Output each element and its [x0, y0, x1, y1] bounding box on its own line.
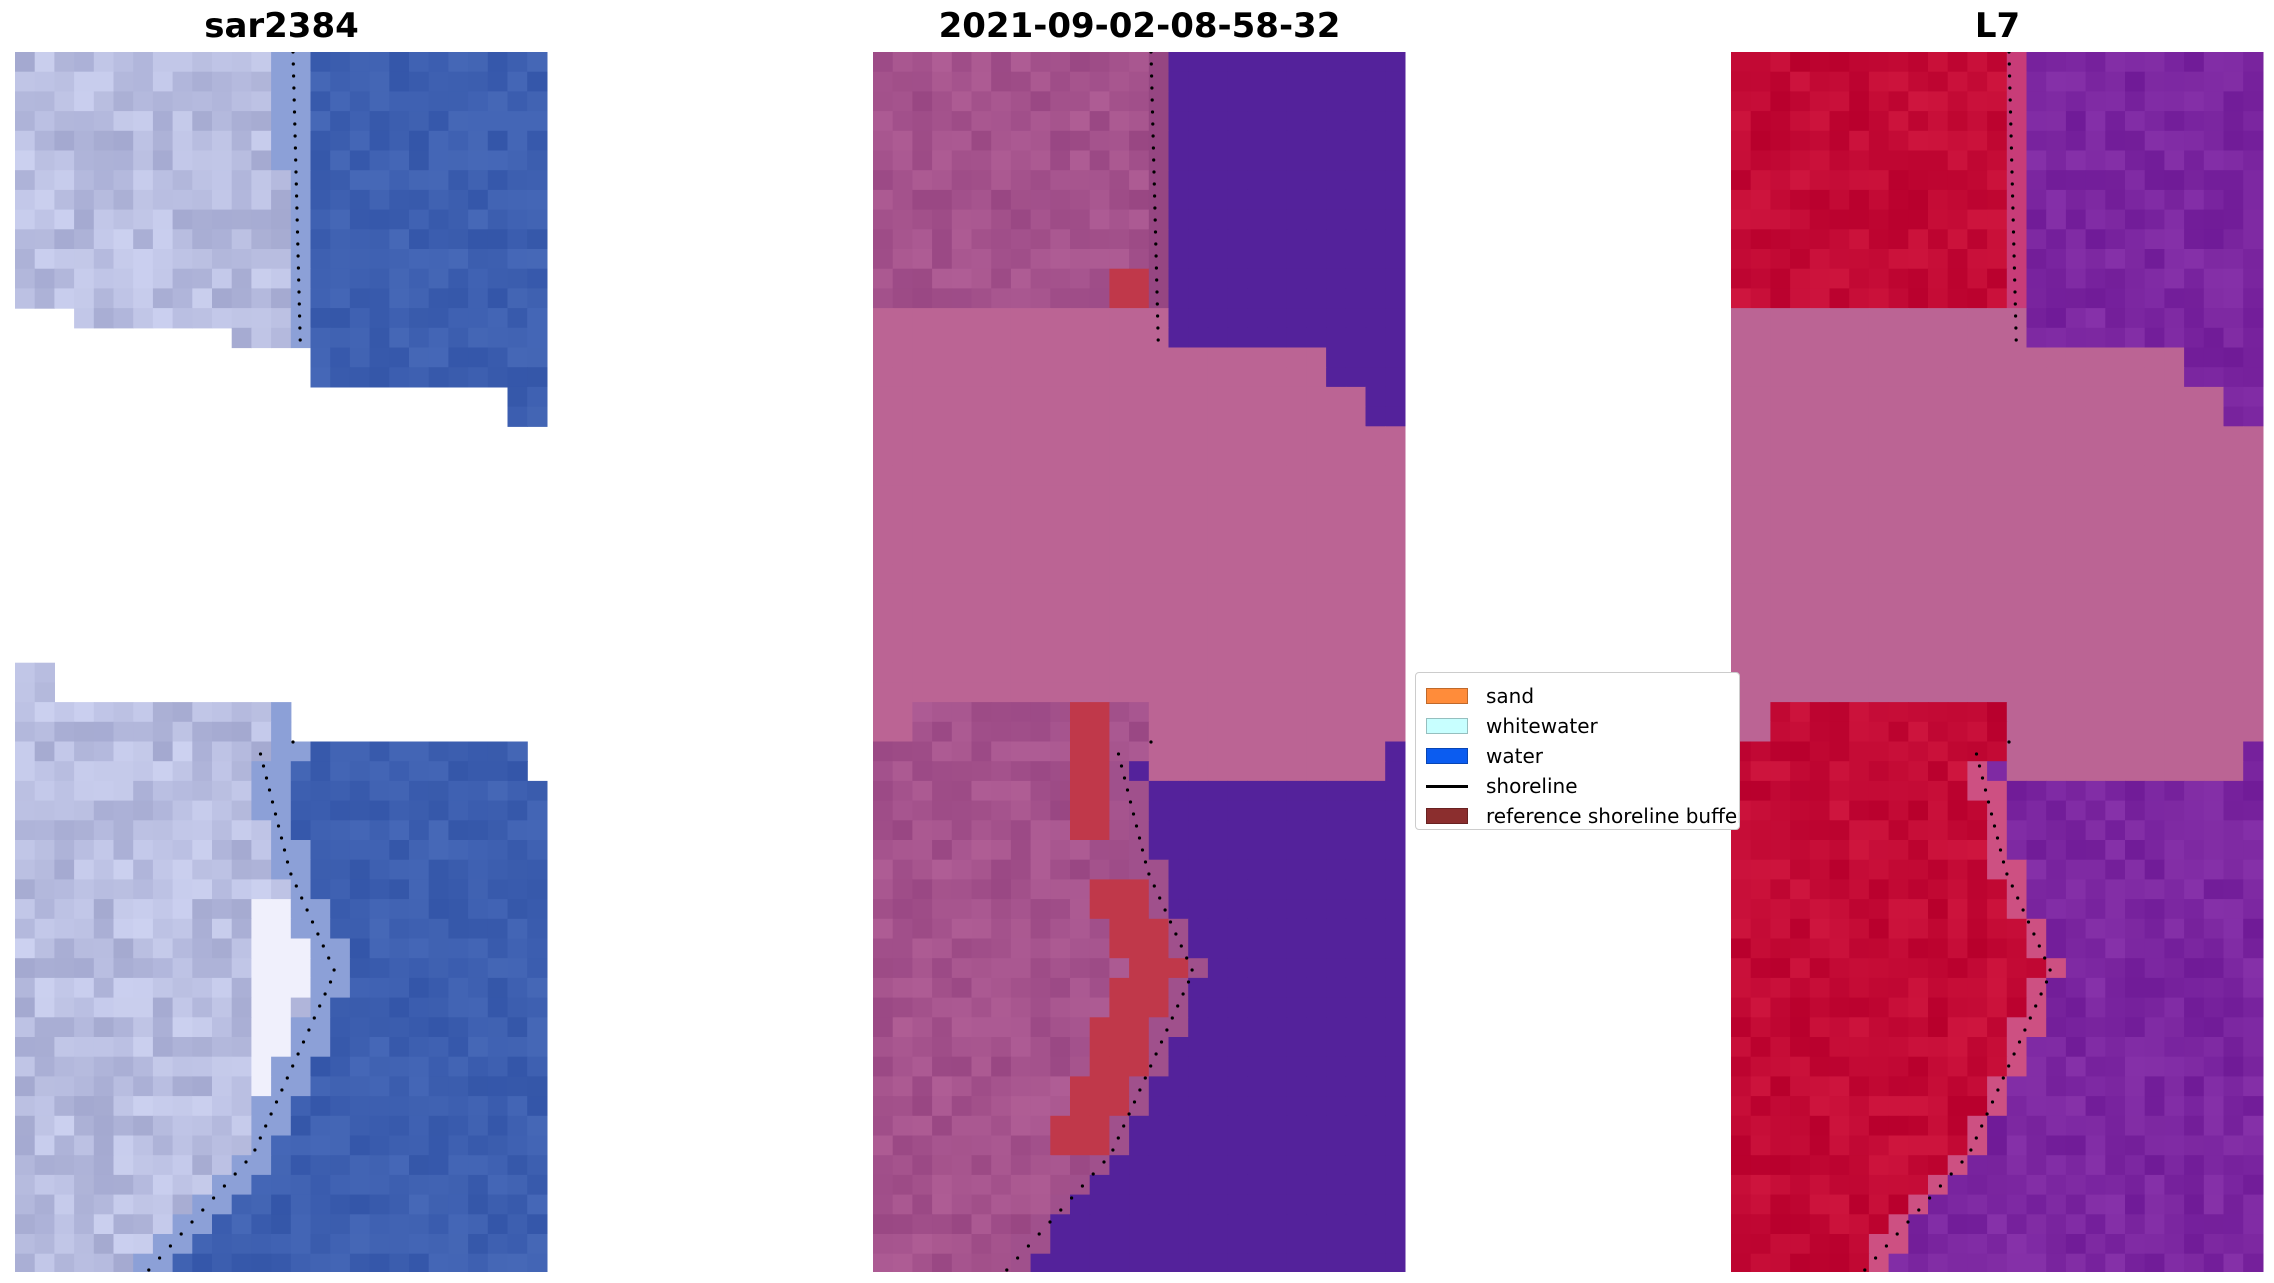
shoreline-dots	[1863, 52, 2052, 1272]
water-swatch	[1426, 748, 1468, 764]
legend-label-reference-buffer: reference shoreline buffer	[1486, 804, 1740, 828]
panel-title-rgb: sar2384	[204, 6, 359, 46]
classified-image-panel	[873, 52, 1406, 1272]
legend-label-whitewater: whitewater	[1486, 714, 1598, 738]
index-image-panel	[1731, 52, 2264, 1272]
shoreline-dots	[1005, 52, 1194, 1272]
legend-item-water: water	[1426, 744, 1543, 768]
reference-buffer-swatch	[1426, 808, 1468, 824]
shoreline-line-swatch	[1426, 784, 1468, 788]
classified-image	[873, 52, 1406, 1272]
legend-item-reference-buffer: reference shoreline buffer	[1426, 804, 1740, 828]
shoreline-dots	[147, 52, 336, 1272]
legend-item-shoreline: shoreline	[1426, 774, 1578, 798]
legend-label-sand: sand	[1486, 684, 1535, 708]
whitewater-swatch	[1426, 718, 1468, 734]
legend-label-shoreline: shoreline	[1486, 774, 1578, 798]
rgb-image	[15, 52, 548, 1272]
index-image	[1731, 52, 2264, 1272]
legend-label-water: water	[1486, 744, 1543, 768]
panel-title-index: L7	[1974, 6, 2021, 46]
legend-item-whitewater: whitewater	[1426, 714, 1598, 738]
sand-swatch	[1426, 688, 1468, 704]
legend-item-sand: sand	[1426, 684, 1534, 708]
rgb-image-panel	[15, 52, 548, 1272]
legend: sand whitewater water shoreline referenc…	[1415, 672, 1740, 830]
panel-title-classified: 2021-09-02-08-58-32	[938, 6, 1341, 46]
